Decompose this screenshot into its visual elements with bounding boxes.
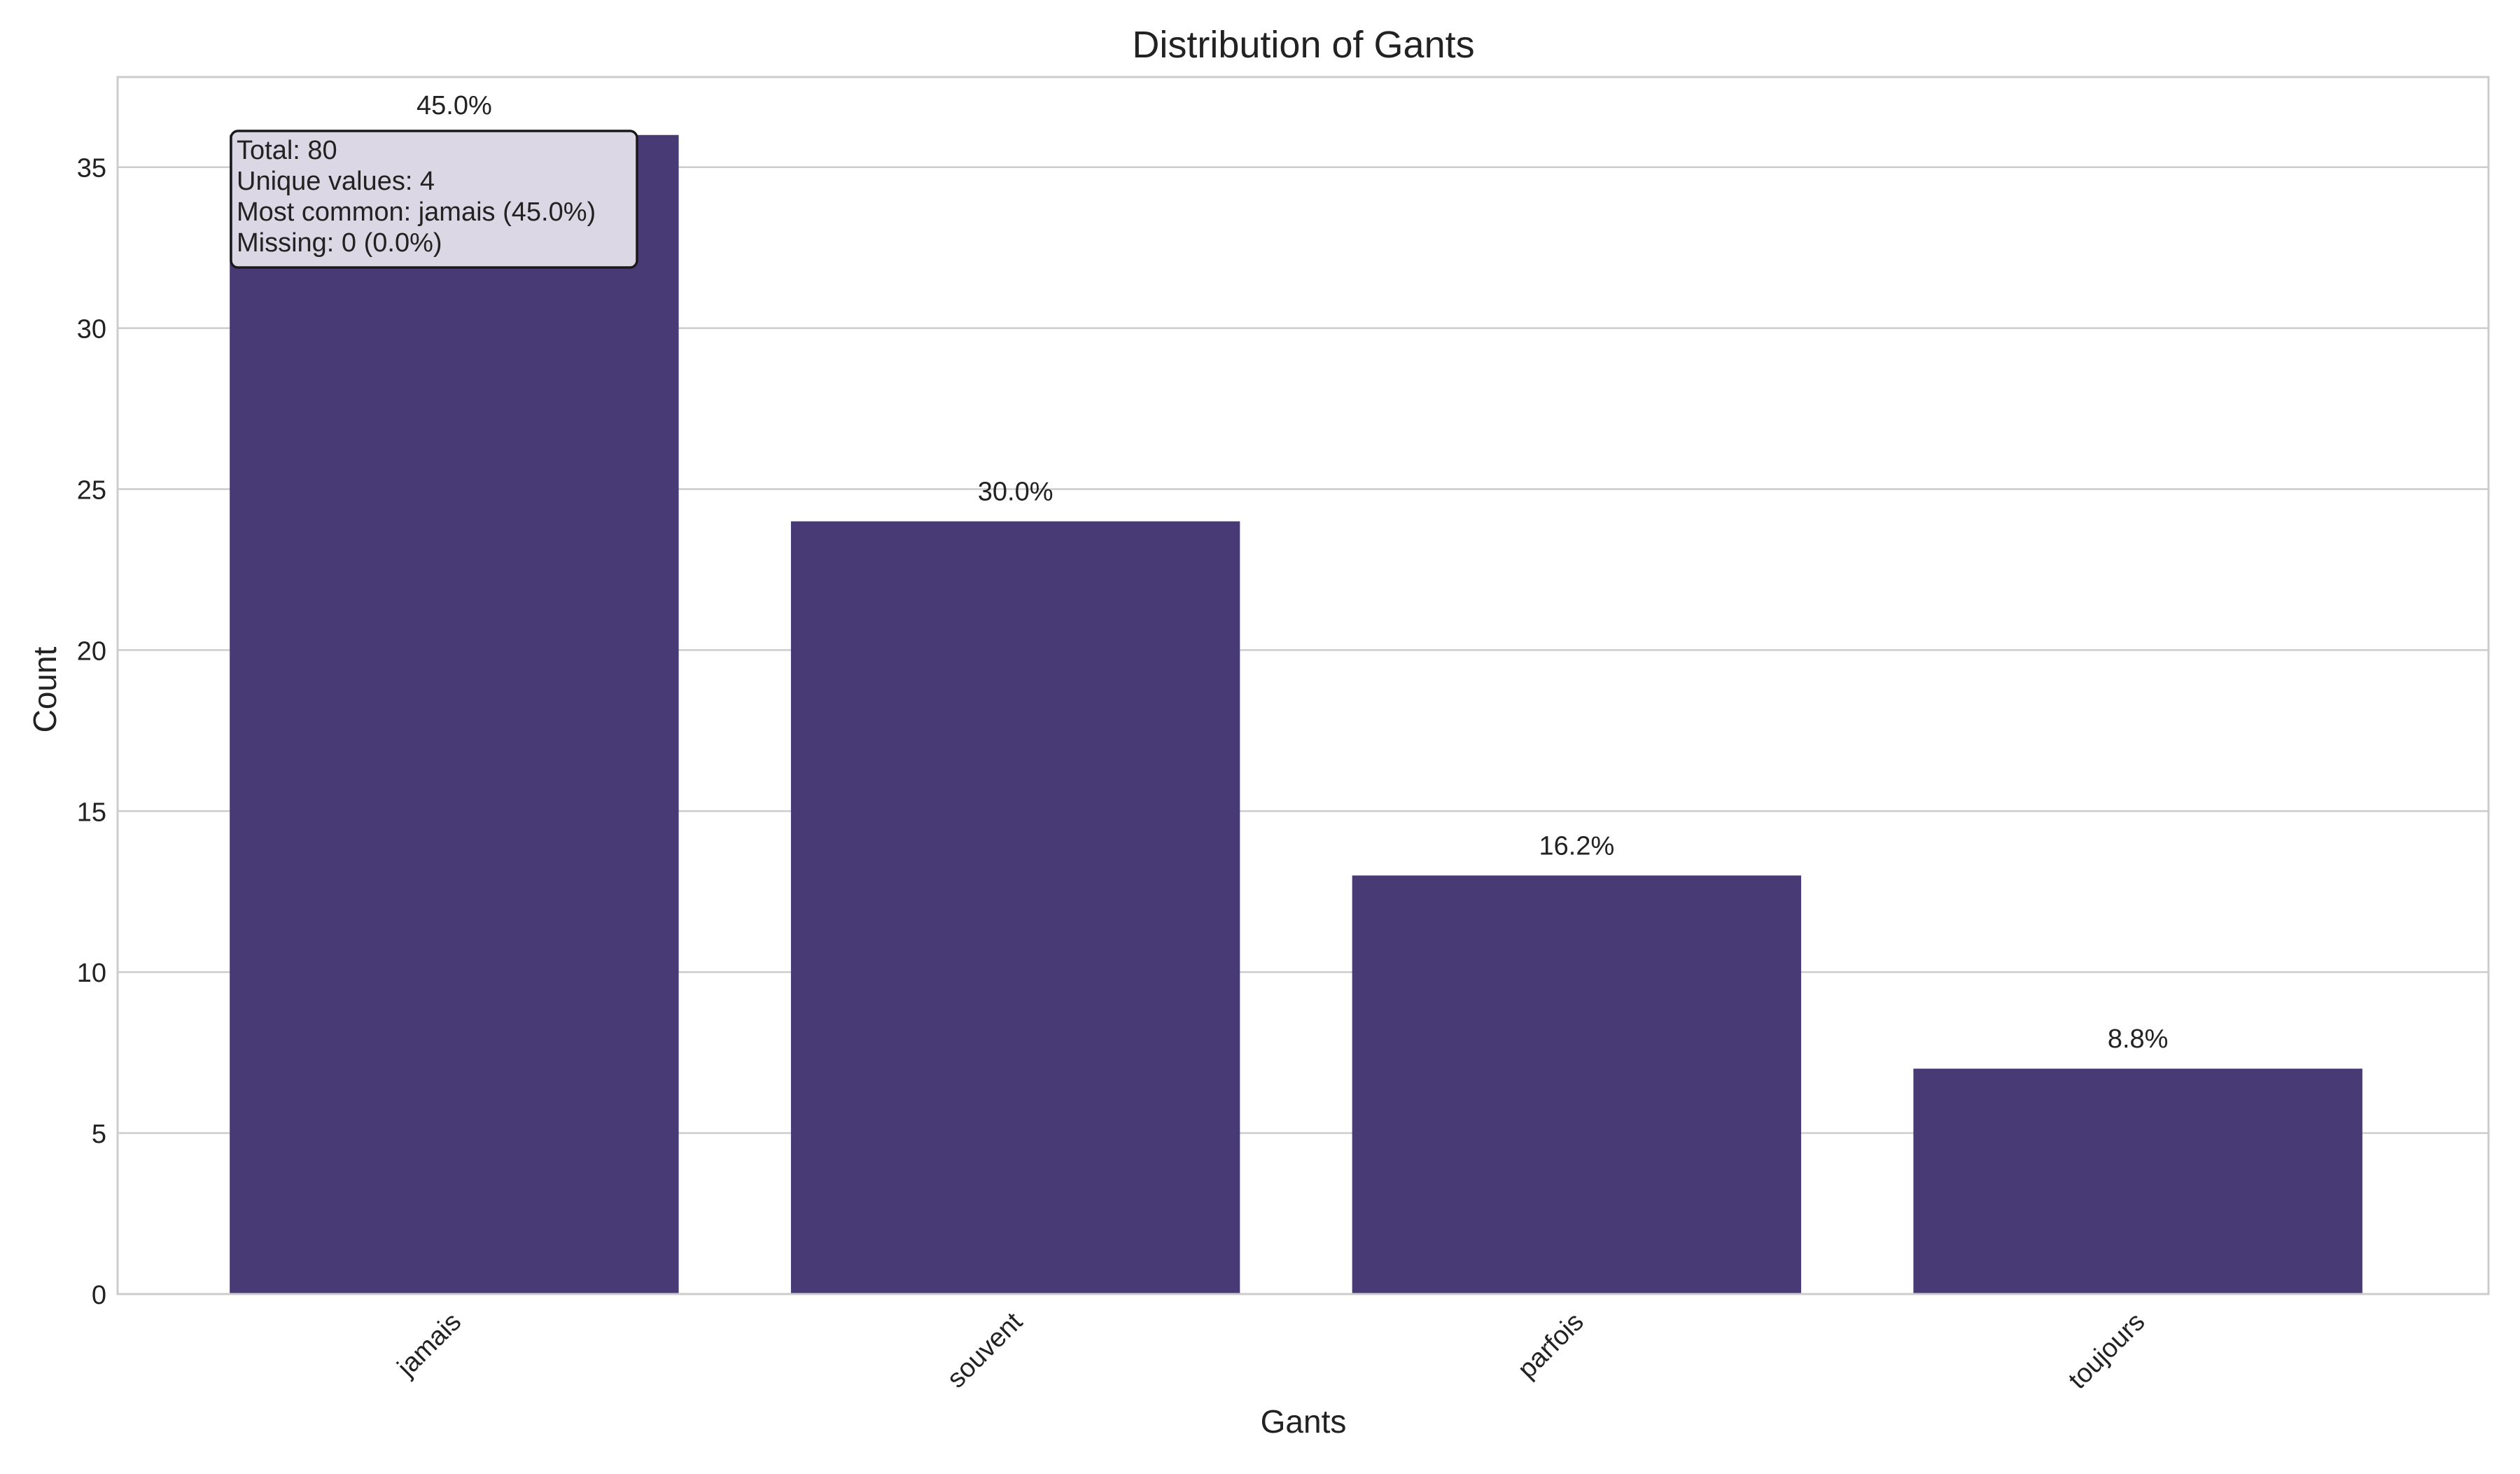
bars [230,134,2362,1294]
annotation-line: Unique values: 4 [237,167,435,196]
y-tick-label: 5 [92,1120,106,1149]
bar-value-labels: 45.0% 30.0% 16.2% 8.8% [416,91,2168,1054]
bar-jamais [230,134,679,1294]
bar-parfois [1352,875,1802,1294]
y-tick-labels: 0 5 10 15 20 25 30 35 [77,154,106,1310]
y-tick-label: 35 [77,154,106,183]
bar-value-label: 45.0% [416,91,492,120]
y-tick-label: 20 [77,637,106,666]
y-tick-label: 15 [77,798,106,827]
y-tick-label: 30 [77,315,106,345]
annotation-line: Most common: jamais (45.0%) [237,197,596,227]
chart-title: Distribution of Gants [1132,24,1474,66]
plot-frame [116,76,2490,1295]
bar-souvent [790,521,1240,1294]
annotation-background [230,130,638,269]
y-tick-label: 0 [92,1281,106,1310]
annotation-line: Total: 80 [237,136,337,165]
y-tick-label: 25 [77,476,106,506]
bar-value-label: 16.2% [1539,831,1615,861]
annotation-line: Missing: 0 (0.0%) [237,228,442,258]
bar-toujours [1913,1069,2362,1294]
bar-value-label: 8.8% [2108,1024,2169,1054]
y-axis-label: Count [27,646,63,732]
x-axis-label: Gants [1261,1403,1347,1440]
y-tick-label: 10 [77,959,106,988]
bar-value-label: 30.0% [978,478,1054,507]
